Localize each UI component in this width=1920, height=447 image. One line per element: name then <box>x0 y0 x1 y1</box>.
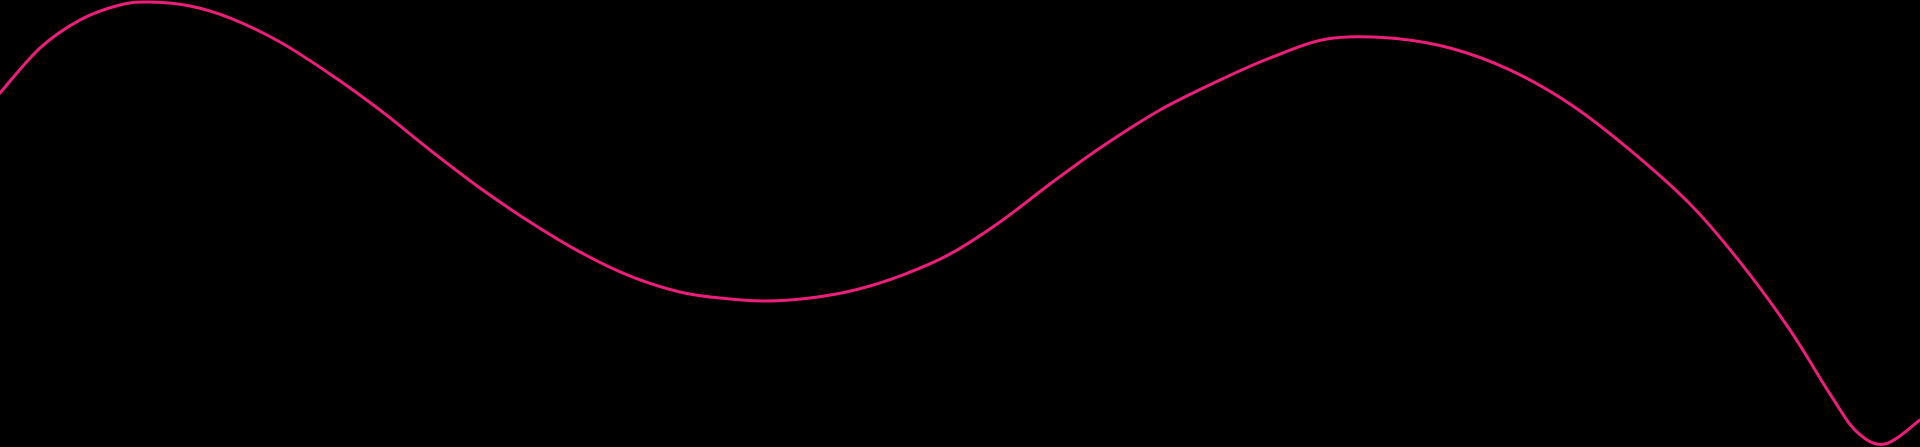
wave-line-series <box>0 0 1920 446</box>
chart-background <box>0 0 1920 447</box>
wave-figure <box>0 0 1920 447</box>
wave-chart-svg <box>0 0 1920 447</box>
